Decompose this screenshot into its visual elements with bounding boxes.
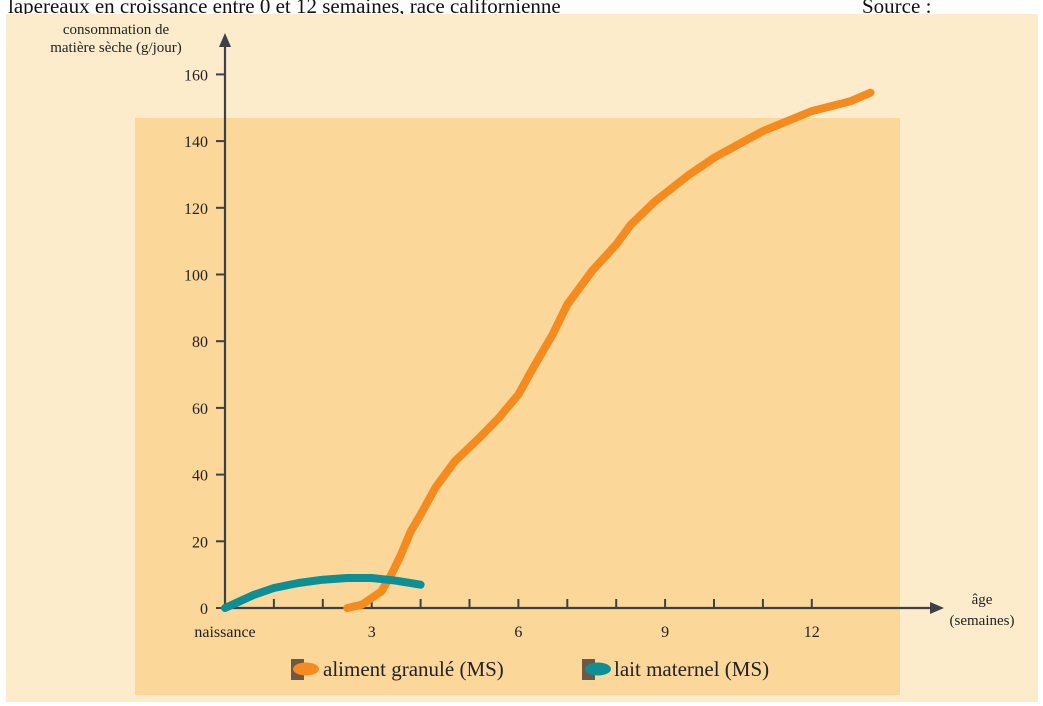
y-tick-label: 20 [192,534,208,551]
y-axis-title-line-1: consommation de [63,22,170,38]
y-tick-label: 80 [192,334,208,351]
y-axis-arrow [219,33,231,47]
caption-strip: lapereaux en croissance entre 0 et 12 se… [0,0,1043,14]
source-fragment: Source : [862,0,932,14]
y-tick-label: 40 [192,468,208,485]
y-tick-label: 0 [200,601,208,618]
x-tick-label: 3 [368,624,376,641]
legend: aliment granulé (MS) lait maternel (MS) [291,657,769,681]
x-axis-arrow [930,602,944,614]
plot-panel [135,118,900,695]
legend-marker-aliment [293,662,319,676]
x-tick-label: naissance [194,624,255,641]
series-line-lait [221,574,425,612]
y-tick-label: 120 [184,201,208,218]
y-tick-label: 140 [184,134,208,151]
x-axis-title-line-1: âge [972,592,993,608]
legend-item-lait: lait maternel (MS) [582,657,769,681]
x-tick-label: 9 [661,624,669,641]
y-tick-label: 60 [192,401,208,418]
x-tick-label: 6 [514,624,522,641]
legend-marker-lait [585,662,611,676]
series-line-aliment [343,88,875,612]
x-ticks: naissance 3 6 9 12 [194,599,820,641]
series-group [221,88,875,612]
y-ticks: 0 20 40 60 80 100 120 140 160 [184,67,225,618]
legend-label-aliment: aliment granulé (MS) [323,657,504,681]
axes [219,33,944,614]
y-tick-label: 160 [184,67,208,84]
y-axis-title-line-2: matière sèche (g/jour) [50,40,182,56]
x-tick-label: 12 [804,624,820,641]
x-axis-title-line-2: (semaines) [950,613,1015,629]
y-tick-label: 100 [184,268,208,285]
caption-fragment: lapereaux en croissance entre 0 et 12 se… [8,0,561,14]
legend-item-aliment: aliment granulé (MS) [291,657,504,681]
legend-label-lait: lait maternel (MS) [614,657,769,681]
